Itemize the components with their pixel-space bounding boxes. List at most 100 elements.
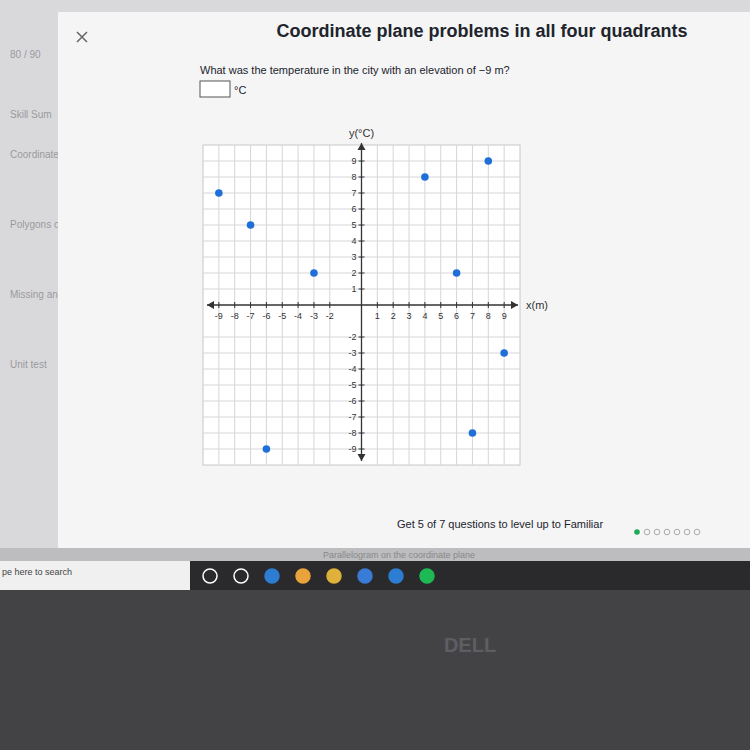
grid-line <box>203 337 520 338</box>
search-box[interactable] <box>0 561 190 590</box>
x-tick <box>313 302 314 308</box>
y-tick-label: 3 <box>351 252 356 262</box>
x-axis-label: x(m) <box>526 299 548 311</box>
sidebar-text: Missing an <box>10 289 58 300</box>
axis-arrow <box>358 454 366 461</box>
x-tick <box>472 302 473 308</box>
laptop-body <box>0 590 750 750</box>
point <box>500 349 508 357</box>
progress-dot <box>674 529 680 535</box>
y-tick-label: -6 <box>348 396 356 406</box>
x-tick <box>504 302 505 308</box>
point <box>310 269 318 277</box>
sidebar-text: Coordinate <box>10 149 59 160</box>
y-tick-label: -2 <box>348 332 356 342</box>
x-tick <box>393 302 394 308</box>
x-tick <box>424 302 425 308</box>
progress-dot <box>634 529 640 535</box>
y-axis <box>361 143 362 461</box>
progress-dot <box>694 529 700 535</box>
x-tick <box>250 302 251 308</box>
y-tick-label: -3 <box>348 348 356 358</box>
taskbar-icon[interactable] <box>389 569 403 583</box>
axis-arrow <box>511 301 518 309</box>
grid-line <box>203 209 520 210</box>
x-tick-label: -6 <box>262 311 270 321</box>
x-tick-label: 9 <box>502 311 507 321</box>
point <box>215 189 223 197</box>
header: Coordinate plane problems in all four qu… <box>276 21 687 41</box>
y-tick-label: -8 <box>348 428 356 438</box>
taskbar-icon[interactable] <box>327 569 341 583</box>
y-tick-label: 1 <box>351 284 356 294</box>
y-tick <box>359 401 365 402</box>
y-tick <box>359 209 365 210</box>
y-tick <box>359 369 365 370</box>
taskbar-icon[interactable] <box>265 569 279 583</box>
taskbar-icon[interactable] <box>420 569 434 583</box>
point <box>453 269 461 277</box>
taskbar-icon[interactable] <box>203 569 217 583</box>
sidebar-text: 80 / 90 <box>10 49 41 60</box>
y-tick-label: 2 <box>351 268 356 278</box>
y-tick <box>359 177 365 178</box>
x-tick-label: 1 <box>375 311 380 321</box>
close-icon[interactable] <box>77 32 87 42</box>
y-tick-label: 8 <box>351 172 356 182</box>
x-tick-label: 8 <box>486 311 491 321</box>
sidebar-text: Unit test <box>10 359 47 370</box>
progress-dot <box>654 529 660 535</box>
x-tick-label: -3 <box>310 311 318 321</box>
y-tick-label: -5 <box>348 380 356 390</box>
y-tick <box>359 449 365 450</box>
point <box>263 445 271 453</box>
sidebar-text: Polygons o <box>10 219 60 230</box>
x-axis <box>207 304 518 305</box>
axis-arrow <box>207 301 214 309</box>
answer-input[interactable] <box>200 81 230 97</box>
points <box>215 157 508 453</box>
y-tick-label: 6 <box>351 204 356 214</box>
question: What was the temperature in the city wit… <box>200 64 510 76</box>
grid-line <box>203 241 520 242</box>
grid-line <box>203 161 520 162</box>
grid-line <box>203 353 520 354</box>
y-tick <box>359 385 365 386</box>
y-tick-label: 4 <box>351 236 356 246</box>
modal <box>58 12 750 548</box>
x-tick <box>218 302 219 308</box>
x-tick <box>298 302 299 308</box>
taskbar-icon[interactable] <box>296 569 310 583</box>
y-tick-label: -9 <box>348 444 356 454</box>
x-tick-label: -7 <box>247 311 255 321</box>
x-tick <box>488 302 489 308</box>
screen: DELL80 / 90Skill SumCoordinatePolygons o… <box>0 0 750 750</box>
progress-dot <box>644 529 650 535</box>
y-tick <box>359 193 365 194</box>
y-tick <box>359 225 365 226</box>
next-lesson: Parallelogram on the coordinate plane <box>323 550 475 560</box>
y-tick <box>359 337 365 338</box>
y-tick <box>359 417 365 418</box>
x-tick-label: 5 <box>438 311 443 321</box>
x-tick-label: 3 <box>407 311 412 321</box>
y-tick-label: -4 <box>348 364 356 374</box>
taskbar-icon[interactable] <box>358 569 372 583</box>
taskbar-icon[interactable] <box>234 569 248 583</box>
y-tick <box>359 161 365 162</box>
x-tick <box>266 302 267 308</box>
x-tick <box>409 302 410 308</box>
y-tick <box>359 289 365 290</box>
grid-line <box>203 289 520 290</box>
grid-line <box>203 273 520 274</box>
y-tick-label: 7 <box>351 188 356 198</box>
grid-line <box>203 369 520 370</box>
x-tick <box>234 302 235 308</box>
y-tick <box>359 433 365 434</box>
y-tick <box>359 273 365 274</box>
y-tick <box>359 257 365 258</box>
point <box>485 157 493 165</box>
y-axis-label: y(°C) <box>349 127 374 139</box>
grid-line <box>203 193 520 194</box>
grid-line <box>203 417 520 418</box>
